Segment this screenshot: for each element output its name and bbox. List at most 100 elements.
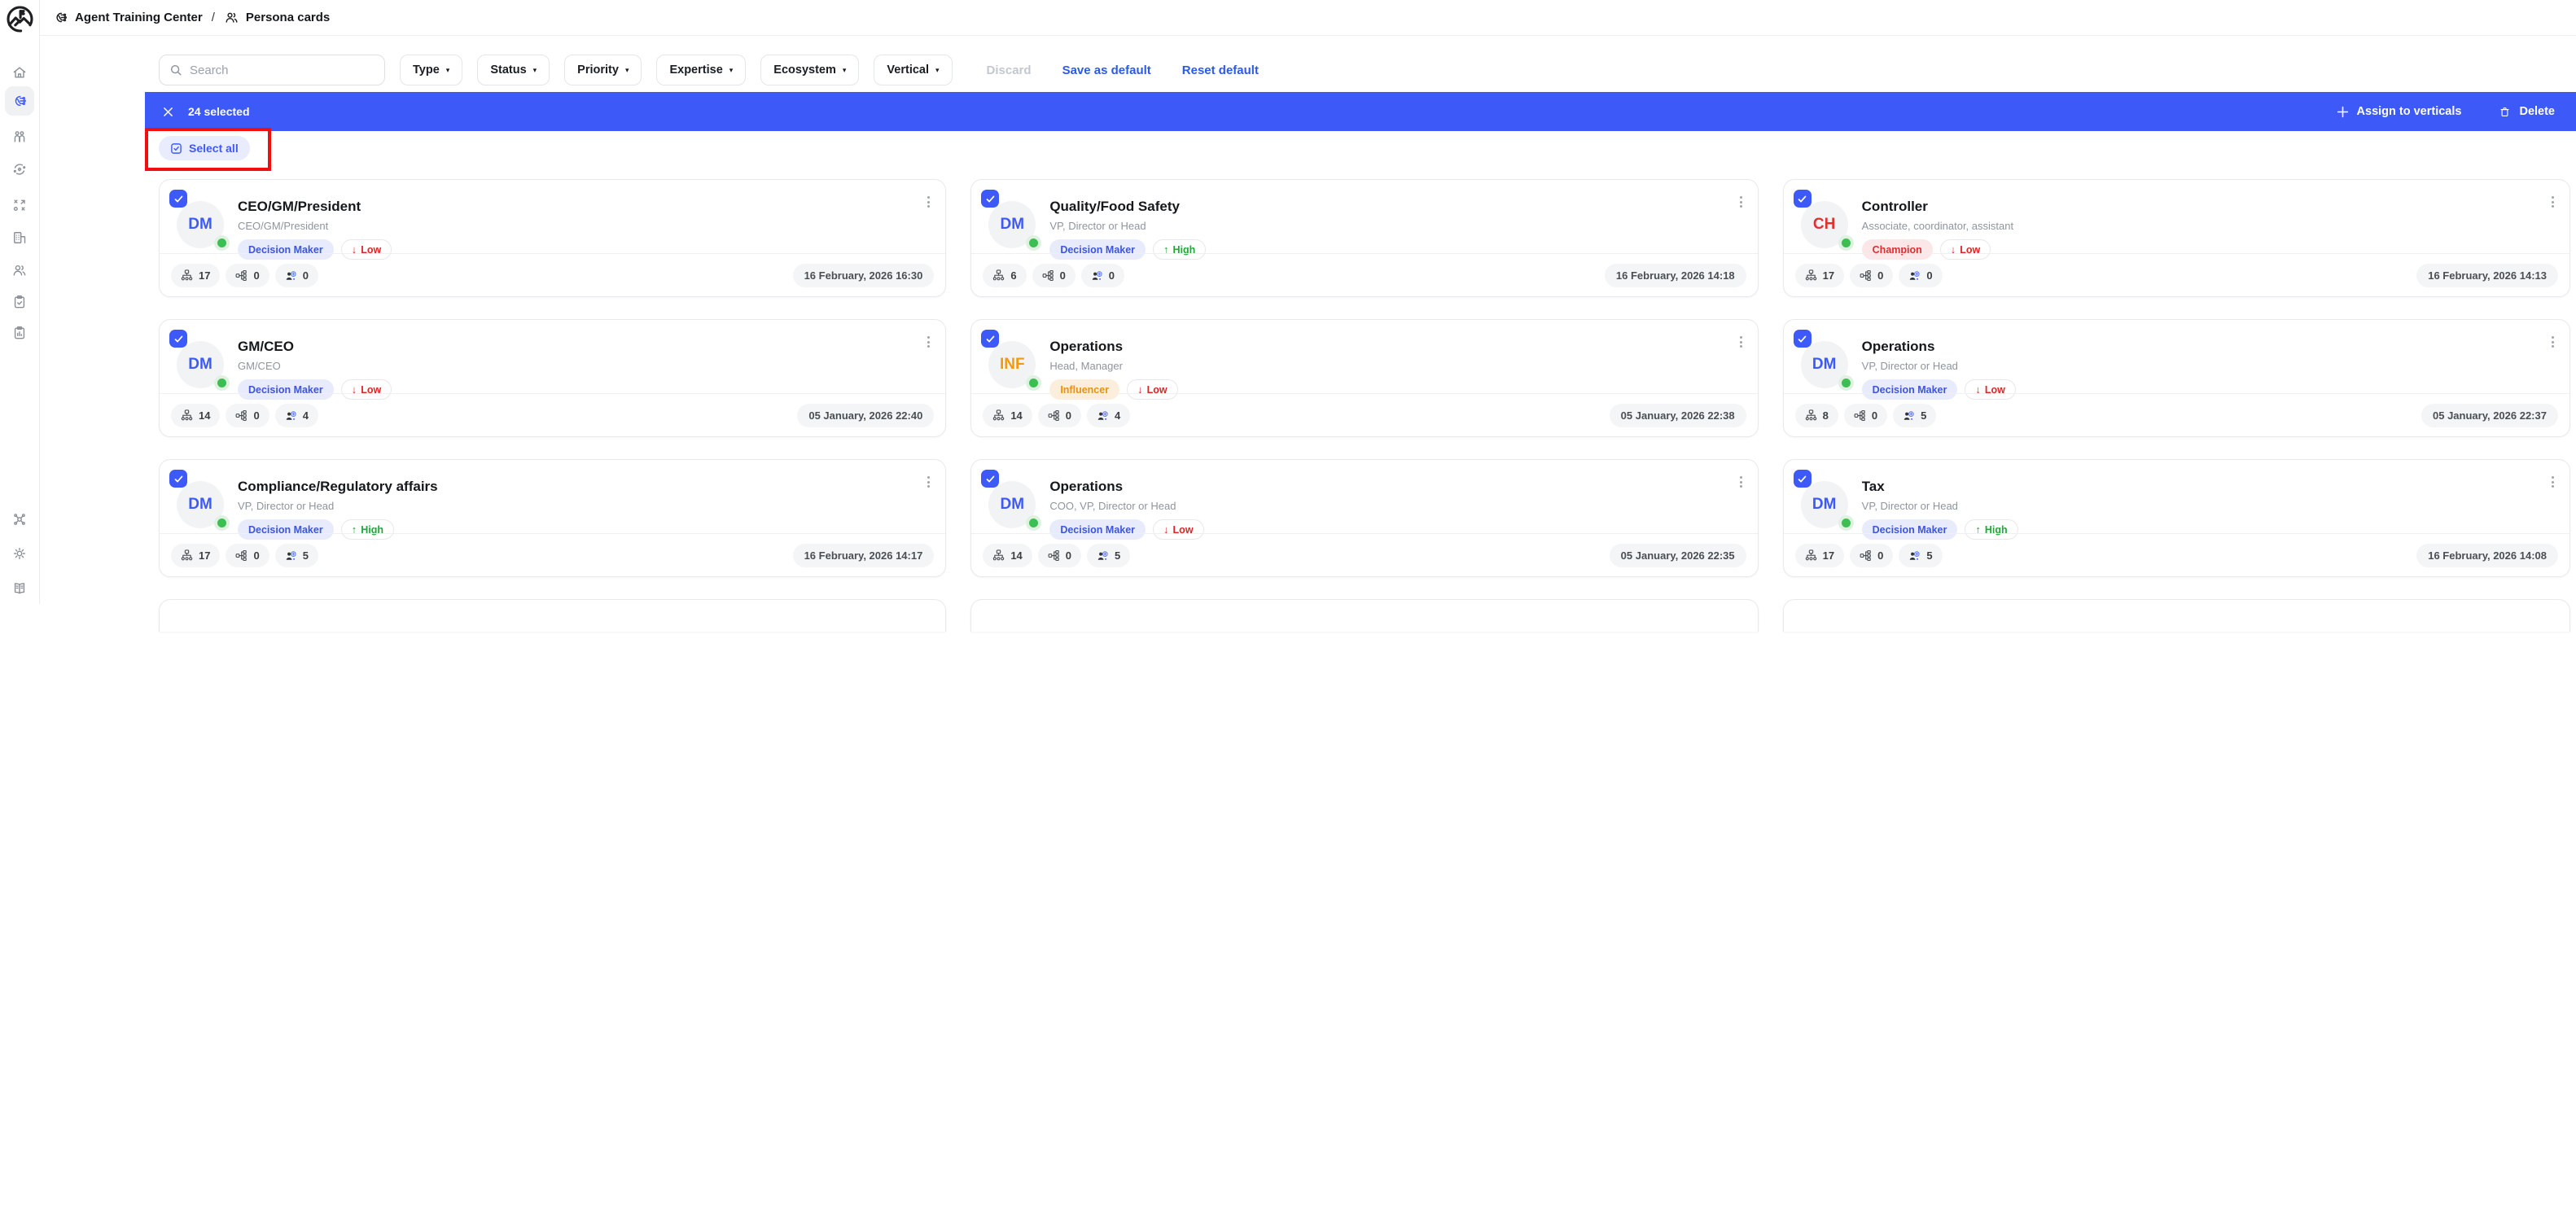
role-badge: Influencer (1049, 379, 1120, 400)
card-menu-button[interactable] (924, 193, 933, 211)
persona-avatar: INF (988, 341, 1039, 388)
persona-checkbox[interactable] (169, 470, 187, 488)
persona-subtitle: VP, Director or Head (1861, 500, 1958, 513)
filter-expertise-dropdown[interactable]: Expertise ▾ (656, 55, 747, 85)
updated-date: 05 January, 2026 22:35 (1609, 543, 1746, 567)
app-logo[interactable] (5, 4, 35, 34)
online-status-dot (217, 379, 226, 387)
card-footer: 14 0 (160, 393, 946, 436)
avatar-initials: DM (188, 496, 212, 513)
persona-subtitle: COO, VP, Director or Head (1049, 500, 1176, 513)
ai-persona-icon (1910, 270, 1920, 280)
sidebar-item-reports[interactable] (5, 318, 34, 348)
persona-title: GM/CEO (238, 339, 294, 354)
persona-card[interactable]: DM Tax VP, Director or Head Decision Mak… (1782, 459, 2570, 577)
priority-badge: Low (1939, 239, 1991, 260)
workflow-tree-icon (236, 269, 248, 281)
card-menu-button[interactable] (2548, 193, 2557, 211)
persona-checkbox[interactable] (981, 330, 1000, 348)
search-input[interactable] (190, 63, 375, 77)
card-menu-button[interactable] (924, 333, 933, 351)
assign-to-verticals-button[interactable]: Assign to verticals (2337, 105, 2461, 118)
persona-checkbox[interactable] (1793, 190, 1812, 208)
card-menu-button[interactable] (2548, 333, 2557, 351)
persona-checkbox[interactable] (1793, 330, 1812, 348)
persona-avatar: CH (1800, 201, 1851, 248)
persona-card[interactable]: INF Operations Head, Manager Influencer … (970, 319, 1759, 437)
gear-icon (13, 547, 26, 560)
persona-title: Operations (1049, 479, 1124, 494)
hierarchy-stat: 17 (171, 543, 221, 567)
persona-card-grid: DM CEO/GM/President CEO/GM/President Dec… (145, 179, 2576, 577)
role-badge: Decision Maker (1049, 239, 1146, 260)
save-as-default-button[interactable]: Save as default (1062, 63, 1151, 77)
persona-checkbox[interactable] (169, 330, 187, 348)
personas-stat: 0 (1080, 263, 1125, 287)
breadcrumb-label: Agent Training Center (75, 11, 203, 24)
priority-badge: High (1153, 239, 1207, 260)
persona-title: Tax (1861, 479, 1885, 494)
personas-stat: 5 (274, 543, 318, 567)
sidebar-item-integrations[interactable] (5, 505, 34, 534)
role-badge: Decision Maker (238, 519, 334, 541)
filter-vertical-dropdown[interactable]: Vertical ▾ (874, 55, 953, 85)
close-icon (164, 107, 173, 116)
avatar-initials: INF (1000, 356, 1025, 373)
card-menu-button[interactable] (924, 473, 933, 491)
workflow-tree-icon (236, 409, 248, 421)
persona-card[interactable]: DM CEO/GM/President CEO/GM/President Dec… (159, 179, 947, 297)
sidebar-item-strategy[interactable] (5, 190, 34, 220)
persona-checkbox[interactable] (981, 470, 1000, 488)
personas-stat: 0 (274, 263, 318, 287)
workflow-stat: 0 (226, 403, 269, 427)
building-icon (14, 232, 26, 243)
filter-ecosystem-dropdown[interactable]: Ecosystem ▾ (760, 55, 860, 85)
clear-selection-button[interactable] (163, 105, 176, 118)
sidebar-item-company[interactable] (5, 223, 34, 252)
persona-card[interactable]: CH Controller Associate, coordinator, as… (1782, 179, 2570, 297)
delete-button[interactable]: Delete (2499, 105, 2555, 118)
hierarchy-stat: 6 (983, 263, 1027, 287)
persona-title: Compliance/Regulatory affairs (238, 479, 438, 494)
persona-card[interactable]: DM Compliance/Regulatory affairs VP, Dir… (159, 459, 947, 577)
breadcrumb-persona-cards[interactable]: Persona cards (224, 10, 330, 25)
persona-avatar: DM (177, 341, 226, 388)
sidebar-item-tasks[interactable] (5, 287, 34, 317)
filter-type-dropdown[interactable]: Type ▾ (400, 55, 463, 85)
persona-card[interactable]: DM Quality/Food Safety VP, Director or H… (970, 179, 1759, 297)
persona-card-partial[interactable] (159, 599, 947, 632)
check-icon (1798, 335, 1807, 342)
card-menu-button[interactable] (1737, 333, 1746, 351)
discard-button[interactable]: Discard (986, 63, 1032, 77)
card-menu-button[interactable] (1737, 193, 1746, 211)
card-menu-button[interactable] (2548, 473, 2557, 491)
persona-card-partial[interactable] (970, 599, 1759, 632)
sidebar-item-orbit[interactable] (5, 155, 34, 184)
sidebar-item-home[interactable] (5, 58, 34, 87)
filter-priority-dropdown[interactable]: Priority ▾ (564, 55, 642, 85)
priority-badge: Low (1965, 379, 2016, 400)
persona-checkbox[interactable] (169, 190, 187, 208)
avatar-initials: CH (1812, 216, 1836, 233)
personas-stat: 5 (1893, 403, 1937, 427)
sidebar-item-settings[interactable] (5, 539, 34, 568)
personas-stat: 4 (1087, 403, 1131, 427)
org-hierarchy-icon (993, 269, 1005, 280)
filter-status-dropdown[interactable]: Status ▾ (477, 55, 550, 85)
sidebar-item-team[interactable] (5, 122, 34, 151)
reset-default-button[interactable]: Reset default (1181, 63, 1259, 77)
persona-card-partial[interactable] (1782, 599, 2570, 632)
sidebar-item-agent-training-center[interactable] (5, 86, 34, 116)
persona-card[interactable]: DM Operations VP, Director or Head Decis… (1782, 319, 2570, 437)
persona-card[interactable]: DM Operations COO, VP, Director or Head … (970, 459, 1759, 577)
breadcrumb-agent-training-center[interactable]: Agent Training Center (53, 10, 203, 25)
persona-card[interactable]: DM GM/CEO GM/CEO Decision Maker Low (159, 319, 947, 437)
card-menu-button[interactable] (1737, 473, 1746, 491)
chevron-down-icon: ▾ (729, 65, 734, 74)
select-all-button[interactable]: Select all (159, 136, 250, 160)
sidebar-item-knowledge[interactable] (5, 574, 34, 603)
sidebar-item-people[interactable] (5, 256, 34, 285)
persona-checkbox[interactable] (981, 190, 1000, 208)
chevron-down-icon: ▾ (842, 65, 847, 74)
persona-checkbox[interactable] (1793, 470, 1812, 488)
